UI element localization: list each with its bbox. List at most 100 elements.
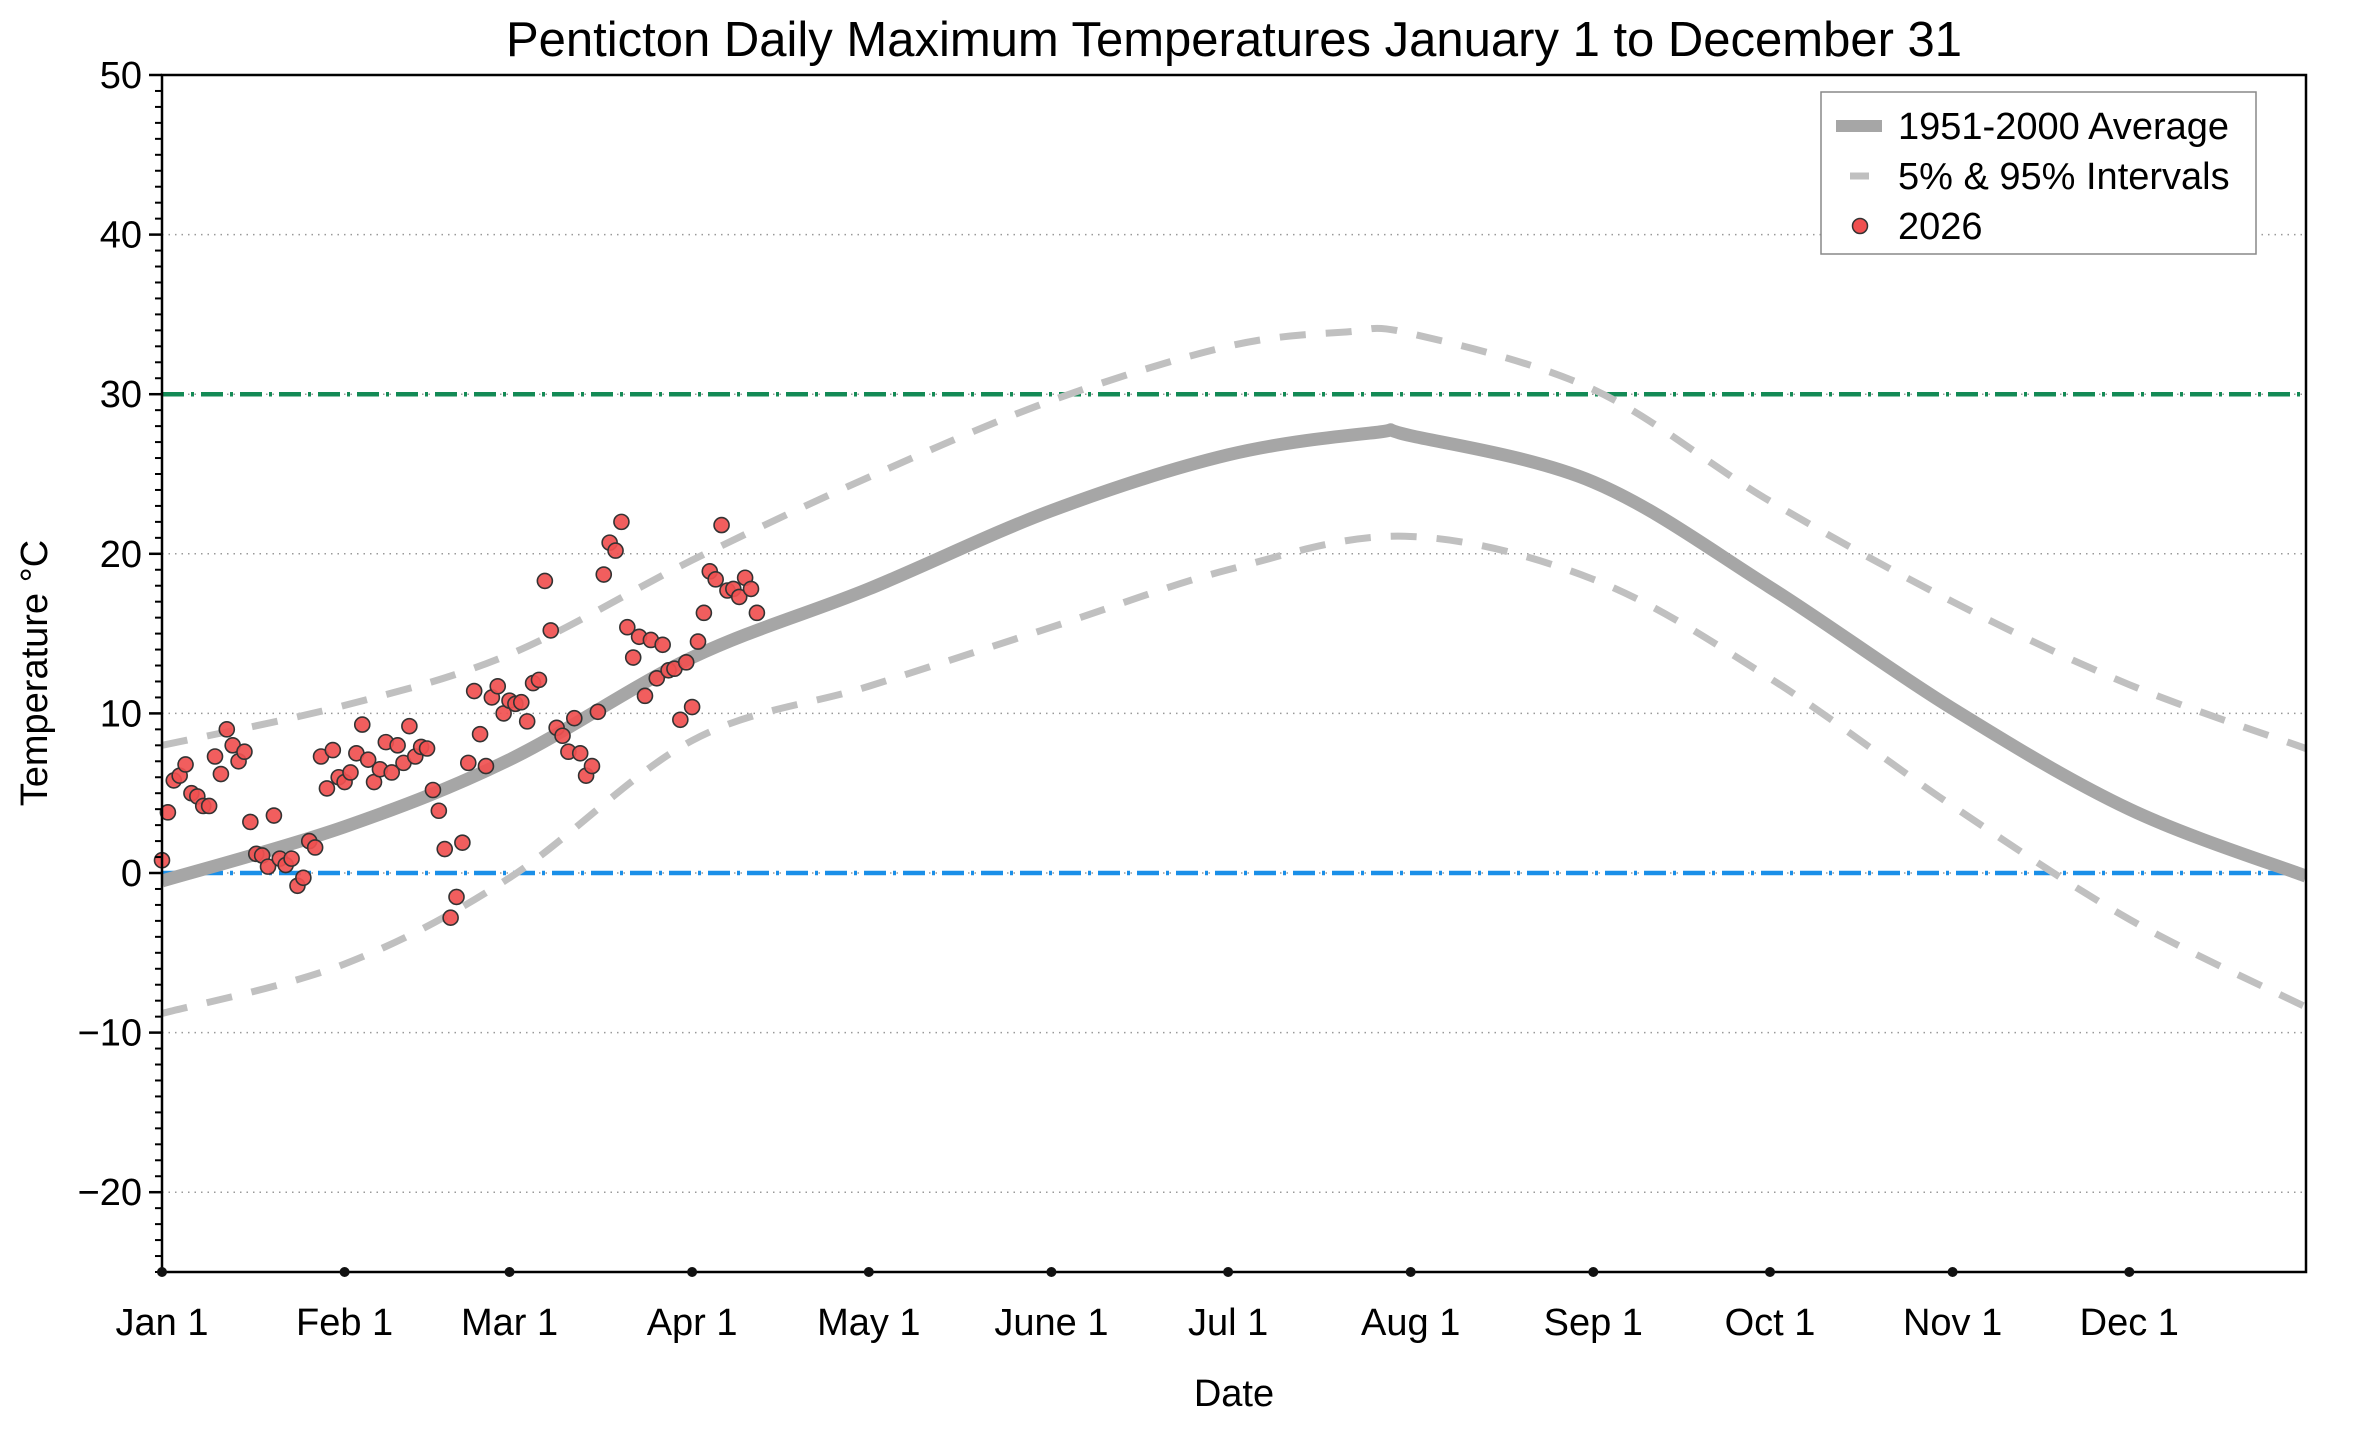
data-point-2026 bbox=[259, 858, 277, 875]
data-point-2026 bbox=[554, 727, 571, 745]
x-tick-marker bbox=[339, 1267, 350, 1277]
data-point-2026 bbox=[477, 757, 495, 775]
data-point-2026 bbox=[206, 748, 224, 765]
data-point-2026 bbox=[342, 764, 359, 781]
x-tick-label: Aug 1 bbox=[1361, 1302, 1460, 1344]
legend-box bbox=[1820, 91, 2257, 255]
data-point-2026 bbox=[383, 764, 401, 781]
plot-frame bbox=[160, 73, 2308, 1274]
data-point-2026 bbox=[730, 588, 748, 606]
data-points-2026 bbox=[153, 513, 766, 926]
x-tick-marker bbox=[504, 1267, 515, 1277]
data-point-2026 bbox=[324, 741, 342, 759]
climatology-curves bbox=[162, 324, 2306, 1017]
legend-label-average: 1951-2000 Average bbox=[1898, 106, 2229, 148]
y-tick-label: −10 bbox=[78, 1013, 142, 1055]
data-point-2026 bbox=[306, 839, 324, 856]
data-point-2026 bbox=[742, 580, 760, 598]
x-axis: Jan 1 Feb 1 Mar 1 Apr 1 May 1 June 1 Jul 1 Aug … bbox=[116, 1267, 2179, 1344]
x-tick-label: Dec 1 bbox=[2080, 1302, 2179, 1344]
data-point-2026 bbox=[566, 709, 583, 727]
x-tick-marker bbox=[157, 1267, 167, 1277]
data-point-2026 bbox=[353, 716, 371, 733]
data-point-2026 bbox=[265, 807, 283, 824]
data-point-2026 bbox=[707, 571, 724, 588]
legend-label-2026: 2026 bbox=[1898, 206, 1983, 248]
data-point-2026 bbox=[283, 850, 300, 867]
data-point-2026 bbox=[512, 693, 530, 711]
data-point-2026 bbox=[530, 671, 548, 689]
gridlines bbox=[162, 233, 2306, 1193]
data-point-2026 bbox=[542, 622, 560, 639]
data-point-2026 bbox=[489, 677, 507, 695]
data-point-2026 bbox=[636, 687, 654, 705]
data-point-2026 bbox=[236, 743, 253, 761]
data-point-2026 bbox=[318, 780, 336, 797]
y-tick-label: −20 bbox=[78, 1172, 142, 1214]
data-point-2026 bbox=[454, 834, 471, 851]
x-tick-marker bbox=[1046, 1267, 1057, 1277]
y-tick-label: 20 bbox=[100, 534, 142, 576]
data-point-2026 bbox=[465, 682, 483, 700]
data-point-2026 bbox=[607, 542, 624, 559]
data-point-2026 bbox=[648, 669, 666, 687]
reference-lines bbox=[162, 391, 2306, 876]
x-tick-label: Jul 1 bbox=[1188, 1302, 1268, 1344]
data-point-2026 bbox=[242, 813, 259, 831]
x-axis-label: Date bbox=[1194, 1373, 1274, 1415]
y-axis: −20 −10 0 10 20 30 40 50 bbox=[78, 55, 162, 1273]
upper-95-interval-curve bbox=[162, 324, 2306, 752]
data-point-2026 bbox=[619, 618, 636, 636]
x-tick-marker bbox=[687, 1267, 698, 1277]
data-point-2026 bbox=[442, 909, 459, 926]
data-point-2026 bbox=[683, 698, 701, 716]
y-tick-label: 0 bbox=[121, 853, 142, 895]
x-tick-marker bbox=[2124, 1267, 2135, 1277]
data-point-2026 bbox=[436, 840, 454, 858]
data-point-2026 bbox=[389, 737, 406, 754]
x-tick-label: Sep 1 bbox=[1544, 1302, 1643, 1344]
data-point-2026 bbox=[418, 740, 436, 757]
data-point-2026 bbox=[595, 566, 613, 583]
data-point-2026 bbox=[401, 717, 418, 735]
data-point-2026 bbox=[218, 721, 236, 738]
data-point-2026 bbox=[677, 654, 695, 671]
legend-2026-marker bbox=[1851, 217, 1869, 235]
data-point-2026 bbox=[200, 797, 218, 815]
lower-5-interval-curve bbox=[162, 532, 2306, 1017]
x-tick-label: Jan 1 bbox=[116, 1302, 209, 1344]
data-point-2026 bbox=[424, 781, 442, 799]
data-point-2026 bbox=[583, 757, 601, 775]
data-point-2026 bbox=[695, 604, 713, 622]
x-tick-label: Mar 1 bbox=[461, 1302, 558, 1344]
x-tick-marker bbox=[1223, 1267, 1234, 1277]
data-point-2026 bbox=[448, 888, 465, 906]
data-point-2026 bbox=[672, 711, 689, 729]
x-tick-label: Oct 1 bbox=[1725, 1302, 1816, 1344]
data-point-2026 bbox=[571, 744, 589, 762]
y-tick-label: 50 bbox=[100, 55, 142, 97]
data-point-2026 bbox=[536, 572, 554, 590]
data-point-2026 bbox=[613, 513, 630, 531]
y-tick-label: 30 bbox=[100, 374, 142, 416]
legend: 1951-2000 Average 5% & 95% Intervals 202… bbox=[1820, 91, 2257, 255]
data-point-2026 bbox=[295, 869, 312, 887]
x-tick-label: May 1 bbox=[817, 1302, 920, 1344]
y-tick-label: 10 bbox=[100, 693, 142, 735]
data-point-2026 bbox=[518, 713, 536, 730]
data-point-2026 bbox=[471, 725, 489, 743]
data-point-2026 bbox=[212, 765, 230, 783]
data-point-2026 bbox=[359, 751, 377, 768]
average-curve bbox=[162, 423, 2306, 888]
data-point-2026 bbox=[159, 804, 177, 821]
data-point-2026 bbox=[589, 703, 607, 721]
data-point-2026 bbox=[177, 756, 194, 773]
chart-title: Penticton Daily Maximum Temperatures Jan… bbox=[506, 13, 1962, 67]
x-tick-marker bbox=[863, 1267, 874, 1277]
data-point-2026 bbox=[748, 604, 766, 622]
legend-label-intervals: 5% & 95% Intervals bbox=[1898, 156, 2230, 198]
data-point-2026 bbox=[654, 636, 671, 654]
data-point-2026 bbox=[459, 754, 477, 772]
x-tick-label: Nov 1 bbox=[1903, 1302, 2002, 1344]
